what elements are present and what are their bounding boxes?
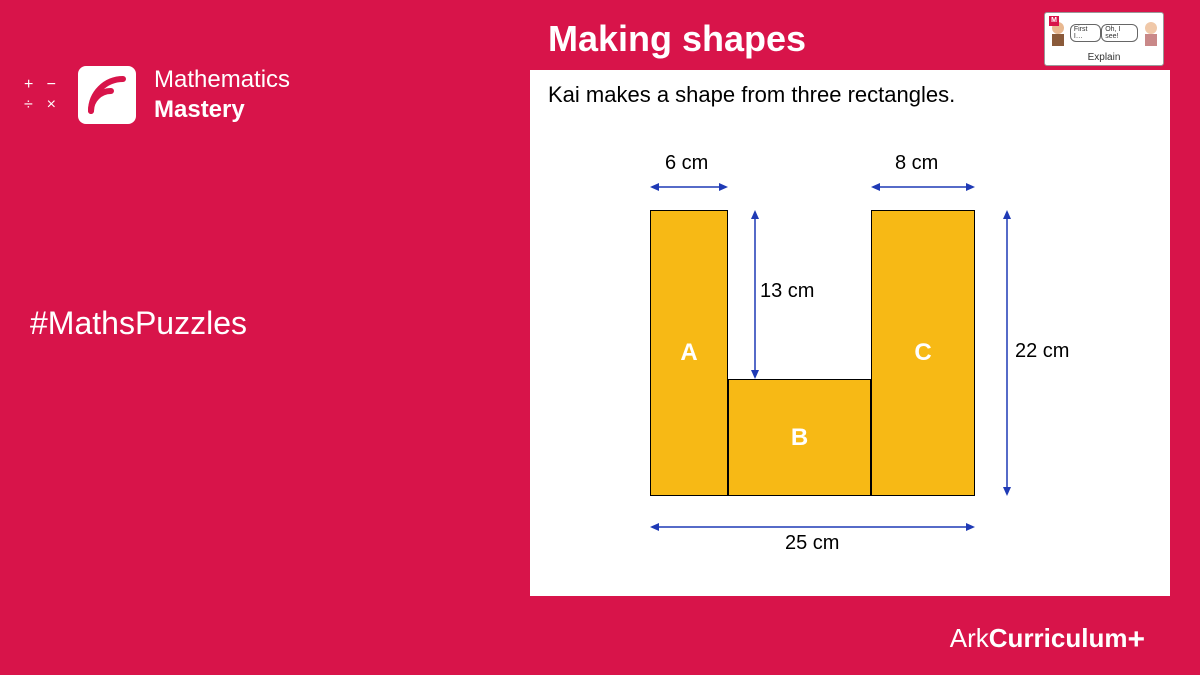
left-panel: +− ÷ × Mathematics Mastery #MathsPuzzles	[0, 0, 530, 675]
plus-icon: +	[1127, 623, 1145, 656]
m-badge-icon: M	[1049, 16, 1059, 26]
brand-logo-icon	[78, 66, 136, 124]
logo-bar: +− ÷ × Mathematics Mastery	[0, 55, 530, 135]
brand-line2: Mastery	[154, 95, 290, 125]
divide-icon: ÷	[24, 97, 33, 113]
hashtag-text: #MathsPuzzles	[30, 305, 247, 342]
dimension-label-right_22: 22 cm	[1015, 340, 1069, 363]
brand-line1: Mathematics	[154, 65, 290, 95]
speech-bubble-2: Oh, I see!	[1101, 24, 1138, 42]
problem-text: Kai makes a shape from three rectangles.	[548, 82, 1152, 108]
page-root: +− ÷× Mathematics Mastery #MathsPuzzles …	[0, 0, 1200, 675]
dimension-label-top_A: 6 cm	[665, 152, 708, 175]
plus-icon: +	[24, 77, 33, 93]
dimension-arrow-bottom_25	[650, 520, 975, 534]
slide-title-bar: Making shapes M First I… Oh, I see! Expl…	[530, 8, 1170, 70]
slide-body: Kai makes a shape from three rectangles.…	[530, 70, 1170, 596]
child2-icon	[1138, 18, 1163, 48]
dimension-arrow-gap_13	[748, 210, 762, 379]
ark-brand: ArkCurriculum+	[950, 623, 1145, 657]
curriculum-text: Curriculum	[989, 623, 1128, 653]
times-icon: ×	[47, 97, 56, 113]
brand-text: Mathematics Mastery	[154, 65, 290, 125]
dimension-arrow-top_A	[650, 180, 728, 194]
right-panel: Making shapes M First I… Oh, I see! Expl…	[530, 0, 1200, 675]
dimension-label-gap_13: 13 cm	[760, 280, 814, 303]
rectangle-C: C	[871, 210, 975, 496]
math-symbols-icon: +− ÷ ×	[20, 75, 60, 115]
rectangle-A: A	[650, 210, 728, 496]
explain-illustration: M First I… Oh, I see! Explain	[1044, 12, 1164, 66]
dimension-label-bottom_25: 25 cm	[785, 532, 839, 555]
dimension-arrow-right_22	[1000, 210, 1014, 496]
bottom-bar: ArkCurriculum+	[0, 605, 1200, 675]
slide-title: Making shapes	[548, 18, 806, 60]
explain-label: Explain	[1088, 52, 1121, 63]
ark-text: Ark	[950, 623, 989, 653]
dimension-label-top_C: 8 cm	[895, 152, 938, 175]
minus-icon: −	[47, 77, 56, 93]
rectangle-B: B	[728, 379, 871, 496]
slide-card: Making shapes M First I… Oh, I see! Expl…	[530, 8, 1170, 596]
shape-diagram: ABC 6 cm 8 cm 13 cm 22 cm 25 cm	[610, 140, 1130, 580]
speech-bubble-1: First I…	[1070, 24, 1101, 42]
dimension-arrow-top_C	[871, 180, 975, 194]
